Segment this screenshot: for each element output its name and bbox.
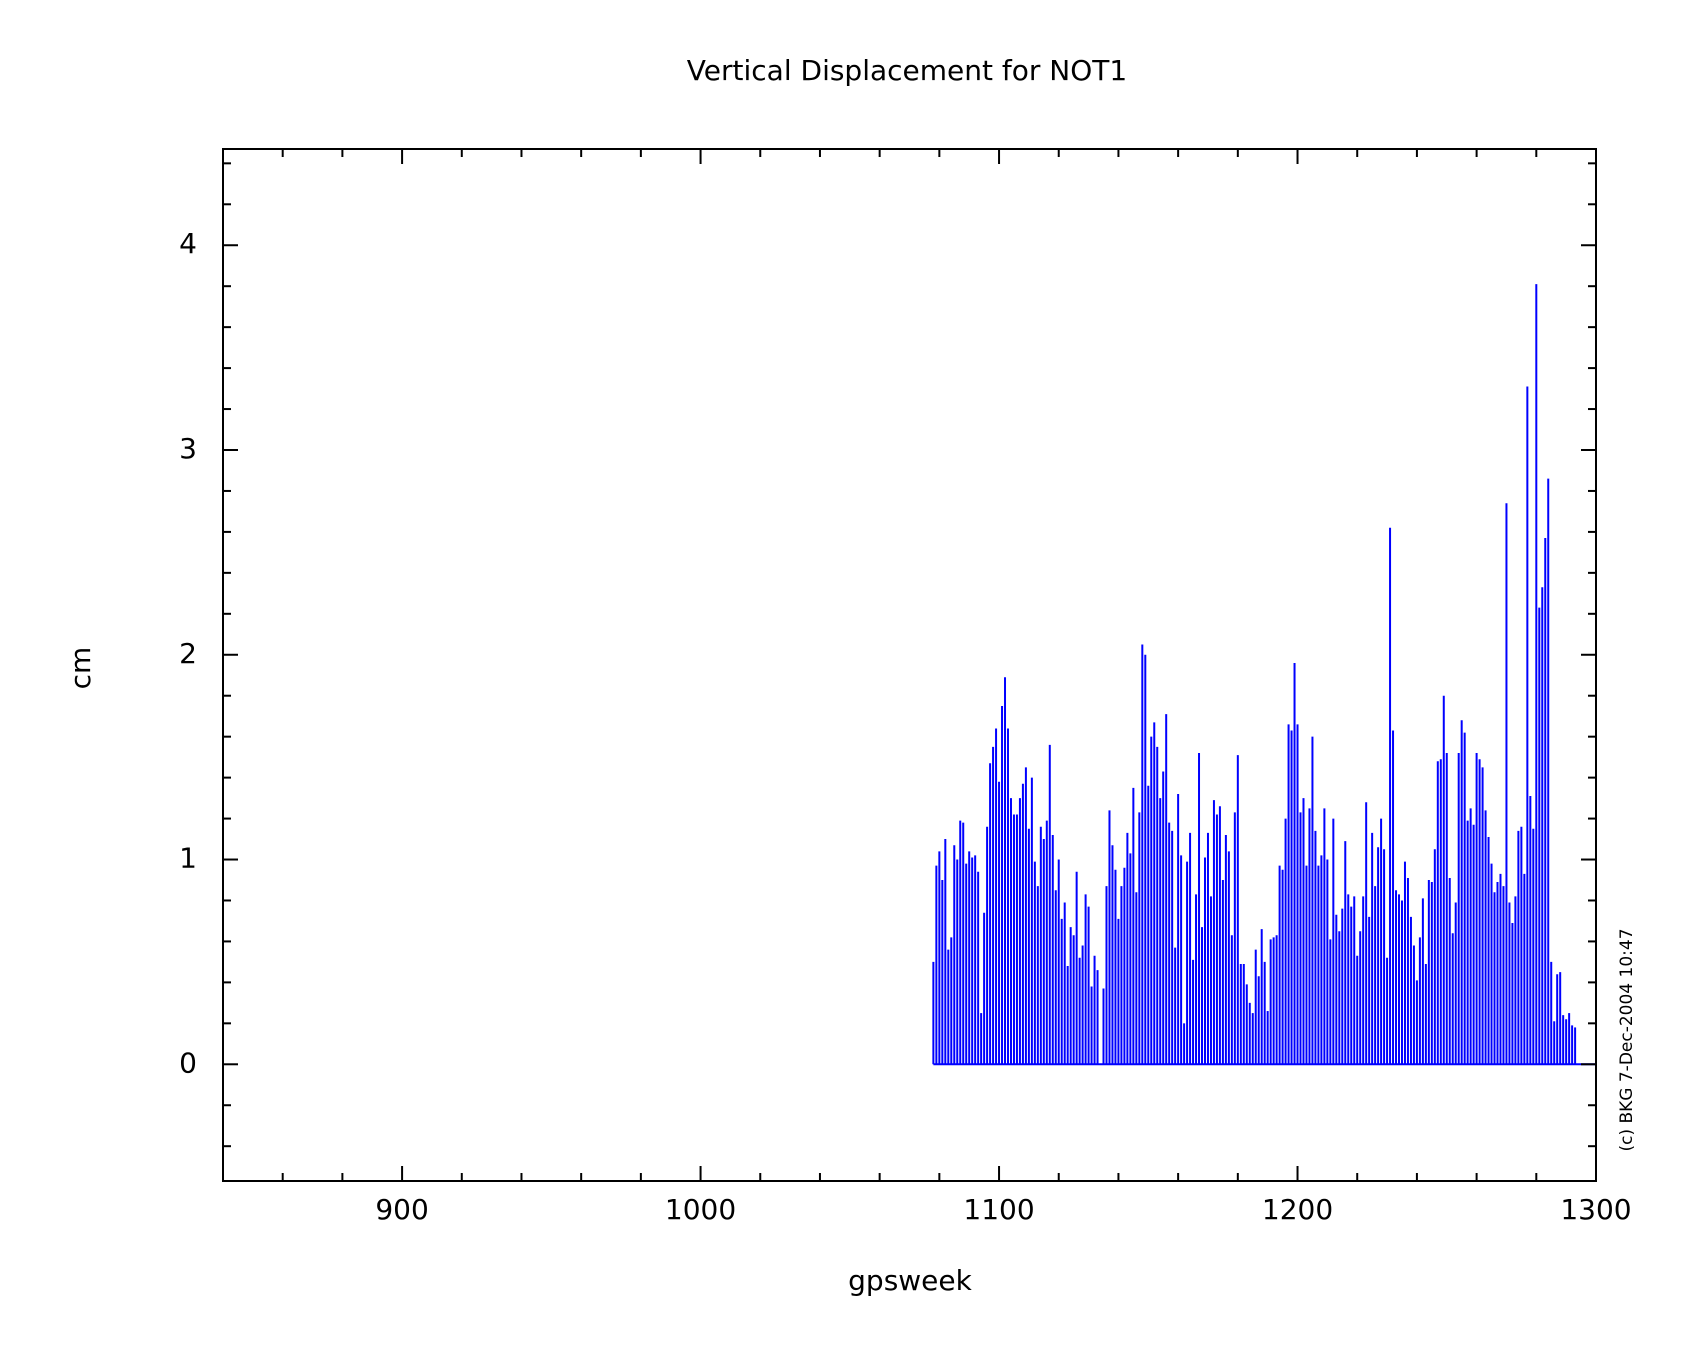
annotation: (c) BKG 7-Dec-2004 10:47 [1617,928,1637,1151]
x-tick-label: 1100 [963,1193,1034,1226]
x-tick-label: 1300 [1560,1193,1631,1226]
y-tick-label: 1 [179,842,197,875]
y-tick-label: 4 [179,227,197,260]
x-tick-label: 900 [375,1193,428,1226]
y-tick-label: 3 [179,432,197,465]
plot-frame [222,148,1597,1182]
x-axis-label: gpsweek [848,1264,972,1297]
y-axis-label: cm [64,647,97,690]
x-tick-label: 1000 [665,1193,736,1226]
x-tick-label: 1200 [1262,1193,1333,1226]
y-tick-label: 2 [179,637,197,670]
chart-title: Vertical Displacement for NOT1 [687,54,1127,87]
y-tick-label: 0 [179,1046,197,1079]
